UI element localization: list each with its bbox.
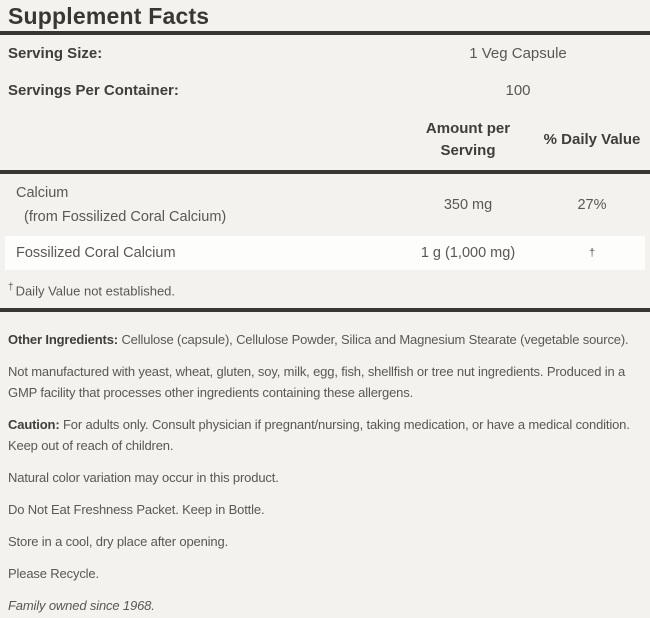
- freshness-packet-note: Do Not Eat Freshness Packet. Keep in Bot…: [8, 502, 265, 517]
- color-variation-note: Natural color variation may occur in thi…: [8, 470, 279, 485]
- nutrient-daily-value: 27%: [577, 197, 607, 213]
- daily-value-footnote: † Daily Value not established.: [8, 282, 176, 299]
- table-row-calcium: Calcium (from Fossilized Coral Calcium) …: [0, 174, 650, 236]
- caution-paragraph: Caution: For adults only. Consult physic…: [8, 417, 630, 453]
- other-ingredients-paragraph: Other Ingredients: Cellulose (capsule), …: [8, 332, 629, 347]
- nutrient-amount: 350 mg: [443, 197, 493, 213]
- column-header-row: Amount per Serving % Daily Value: [0, 109, 650, 170]
- divider-thick-header: [0, 170, 650, 174]
- nutrient-name: Fossilized Coral Calcium: [16, 245, 176, 261]
- servings-per-container-label: Servings Per Container:: [8, 82, 179, 99]
- column-header-amount: Amount per Serving: [425, 119, 511, 159]
- nutrient-amount: 1 g (1,000 mg): [420, 245, 516, 261]
- table-row-fossilized-coral-calcium: Fossilized Coral Calcium 1 g (1,000 mg) …: [5, 236, 645, 270]
- column-header-daily-value: % Daily Value: [543, 130, 641, 148]
- dagger-symbol: †: [8, 282, 14, 293]
- nutrient-daily-value: †: [588, 247, 596, 259]
- nutrient-name: Calcium (from Fossilized Coral Calcium): [16, 185, 227, 225]
- divider-thick-top: [0, 31, 650, 35]
- servings-per-container-value: 100: [505, 82, 531, 99]
- serving-size-value: 1 Veg Capsule: [469, 45, 567, 62]
- info-paragraphs: Other Ingredients: Cellulose (capsule), …: [0, 312, 650, 616]
- servings-per-container-row: Servings Per Container: 100: [0, 72, 650, 109]
- serving-size-label: Serving Size:: [8, 45, 103, 62]
- storage-note: Store in a cool, dry place after opening…: [8, 534, 229, 549]
- divider-thick-bottom: [0, 308, 650, 312]
- allergen-paragraph: Not manufactured with yeast, wheat, glut…: [8, 364, 626, 400]
- family-owned-note: Family owned since 1968.: [8, 598, 155, 613]
- serving-size-row: Serving Size: 1 Veg Capsule: [0, 35, 650, 72]
- page-title: Supplement Facts: [8, 3, 210, 29]
- recycle-note: Please Recycle.: [8, 566, 99, 581]
